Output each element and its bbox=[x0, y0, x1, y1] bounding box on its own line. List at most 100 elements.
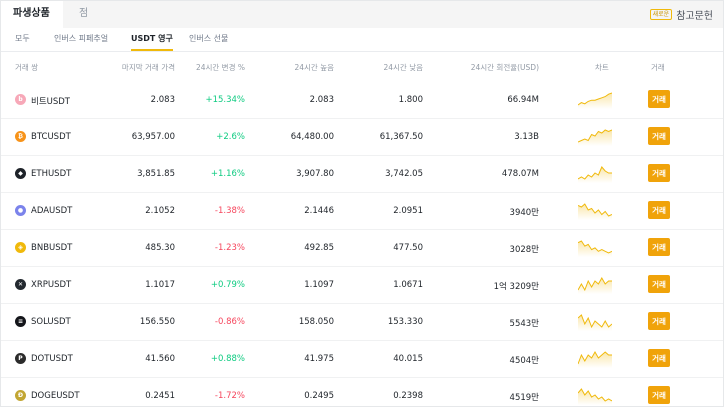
coin-icon: ✕ bbox=[15, 279, 26, 290]
table-row[interactable]: b 비트USDT 2.083 +15.34% 2.083 1.800 66.94… bbox=[1, 82, 723, 119]
sparkline-chart bbox=[578, 276, 612, 294]
coin-icon: ● bbox=[15, 205, 26, 216]
pair-name[interactable]: DOGEUSDT bbox=[31, 391, 80, 401]
tab-spot[interactable]: 점 bbox=[79, 8, 89, 19]
table-row[interactable]: P DOTUSDT 41.560 +0.88% 41.975 40.015 45… bbox=[1, 341, 723, 378]
high-24h: 64,480.00 bbox=[290, 132, 334, 142]
trade-button[interactable]: 거래 bbox=[648, 164, 670, 182]
sparkline-line bbox=[578, 203, 612, 217]
coin-icon: ≡ bbox=[15, 316, 26, 327]
last-price: 2.1052 bbox=[145, 206, 175, 216]
sparkline-line bbox=[578, 314, 612, 329]
pair-name[interactable]: XRPUSDT bbox=[31, 280, 72, 290]
subtab-usdt-perpetual[interactable]: USDT 영구 bbox=[131, 33, 173, 51]
last-price: 3,851.85 bbox=[137, 169, 175, 179]
col-pair[interactable]: 거래 쌍 bbox=[15, 63, 39, 72]
table-row[interactable]: Ð DOGEUSDT 0.2451 -1.72% 0.2495 0.2398 4… bbox=[1, 378, 723, 406]
change-percent: +2.6% bbox=[216, 132, 245, 142]
pair-name[interactable]: BTCUSDT bbox=[31, 132, 71, 142]
col-last-price[interactable]: 마지막 거래 가격 bbox=[121, 63, 175, 72]
low-24h: 1.800 bbox=[398, 95, 423, 105]
trade-button[interactable]: 거래 bbox=[648, 90, 670, 108]
table-row[interactable]: ● ADAUSDT 2.1052 -1.38% 2.1446 2.0951 39… bbox=[1, 193, 723, 230]
tab-derivatives[interactable]: 파생상품 bbox=[1, 1, 63, 28]
coin-icon: ◆ bbox=[15, 168, 26, 179]
table-row[interactable]: ◆ ETHUSDT 3,851.85 +1.16% 3,907.80 3,742… bbox=[1, 156, 723, 193]
pair-name[interactable]: BNBUSDT bbox=[31, 243, 73, 253]
high-24h: 2.083 bbox=[309, 95, 334, 105]
change-percent: +15.34% bbox=[205, 95, 245, 105]
turnover-24h: 4504만 bbox=[509, 356, 539, 366]
trade-button[interactable]: 거래 bbox=[648, 201, 670, 219]
turnover-24h: 1억 3209만 bbox=[493, 282, 539, 292]
coin-icon: P bbox=[15, 353, 26, 364]
high-24h: 158.050 bbox=[298, 317, 334, 327]
trade-button[interactable]: 거래 bbox=[648, 275, 670, 293]
low-24h: 3,742.05 bbox=[385, 169, 423, 179]
turnover-24h: 4519만 bbox=[509, 393, 539, 403]
change-percent: +0.88% bbox=[210, 354, 245, 364]
turnover-24h: 66.94M bbox=[507, 95, 539, 105]
col-trade: 거래 bbox=[651, 63, 665, 72]
table-row[interactable]: ✕ XRPUSDT 1.1017 +0.79% 1.1097 1.0671 1억… bbox=[1, 267, 723, 304]
pair-name[interactable]: ETHUSDT bbox=[31, 169, 72, 179]
sparkline-line bbox=[578, 350, 612, 365]
pair-name[interactable]: DOTUSDT bbox=[31, 354, 73, 364]
turnover-24h: 3028만 bbox=[509, 245, 539, 255]
col-turnover[interactable]: 24시간 회전율(USD) bbox=[470, 63, 539, 72]
reference-label: 참고문헌 bbox=[676, 11, 713, 22]
subtab-all[interactable]: 모두 bbox=[15, 34, 30, 43]
change-percent: -1.38% bbox=[214, 206, 245, 216]
sparkline-chart bbox=[578, 314, 612, 331]
pair-name[interactable]: 비트USDT bbox=[31, 97, 70, 107]
low-24h: 477.50 bbox=[393, 243, 423, 253]
pair-name[interactable]: ADAUSDT bbox=[31, 206, 73, 216]
high-24h: 492.85 bbox=[304, 243, 334, 253]
turnover-24h: 5543만 bbox=[509, 319, 539, 329]
coin-icon: ◈ bbox=[15, 242, 26, 253]
col-change[interactable]: 24시간 변경 % bbox=[195, 63, 245, 72]
change-percent: -1.72% bbox=[214, 391, 245, 401]
low-24h: 0.2398 bbox=[393, 391, 423, 401]
sparkline-line bbox=[578, 388, 612, 402]
table-row[interactable]: ₿ BTCUSDT 63,957.00 +2.6% 64,480.00 61,3… bbox=[1, 119, 723, 156]
change-percent: +0.79% bbox=[210, 280, 245, 290]
table-row[interactable]: ≡ SOLUSDT 156.550 -0.86% 158.050 153.330… bbox=[1, 304, 723, 341]
coin-icon: Ð bbox=[15, 390, 26, 401]
trade-button[interactable]: 거래 bbox=[648, 386, 670, 404]
trade-button[interactable]: 거래 bbox=[648, 349, 670, 367]
coin-icon: b bbox=[15, 94, 26, 105]
sparkline-area bbox=[578, 315, 612, 331]
trade-button[interactable]: 거래 bbox=[648, 127, 670, 145]
change-percent: +1.16% bbox=[210, 169, 245, 179]
last-price: 63,957.00 bbox=[131, 132, 175, 142]
sparkline-line bbox=[578, 166, 612, 180]
sparkline-chart bbox=[578, 129, 612, 146]
sparkline-area bbox=[578, 241, 612, 257]
trade-button[interactable]: 거래 bbox=[648, 312, 670, 330]
high-24h: 1.1097 bbox=[304, 280, 334, 290]
sparkline-area bbox=[578, 130, 612, 146]
sparkline-chart bbox=[578, 240, 612, 257]
trade-button[interactable]: 거래 bbox=[648, 238, 670, 256]
low-24h: 61,367.50 bbox=[379, 132, 423, 142]
low-24h: 40.015 bbox=[393, 354, 423, 364]
sparkline-area bbox=[578, 167, 612, 183]
low-24h: 2.0951 bbox=[393, 206, 423, 216]
subtab-inverse-perpetual[interactable]: 인버스 피페추얼 bbox=[54, 34, 109, 43]
high-24h: 41.975 bbox=[304, 354, 334, 364]
reference-link[interactable]: 새로운 참고문헌 bbox=[649, 7, 713, 22]
sparkline-area bbox=[578, 204, 612, 220]
sparkline-chart bbox=[578, 92, 612, 109]
high-24h: 0.2495 bbox=[304, 391, 334, 401]
col-high[interactable]: 24시간 높음 bbox=[294, 63, 334, 72]
pair-name[interactable]: SOLUSDT bbox=[31, 317, 71, 327]
subtab-inverse-futures[interactable]: 인버스 선물 bbox=[189, 34, 229, 43]
col-low[interactable]: 24시간 낮음 bbox=[383, 63, 423, 72]
table-row[interactable]: ◈ BNBUSDT 485.30 -1.23% 492.85 477.50 30… bbox=[1, 230, 723, 267]
turnover-24h: 3940만 bbox=[509, 208, 539, 218]
high-24h: 2.1446 bbox=[304, 206, 334, 216]
last-price: 41.560 bbox=[145, 354, 175, 364]
high-24h: 3,907.80 bbox=[296, 169, 334, 179]
